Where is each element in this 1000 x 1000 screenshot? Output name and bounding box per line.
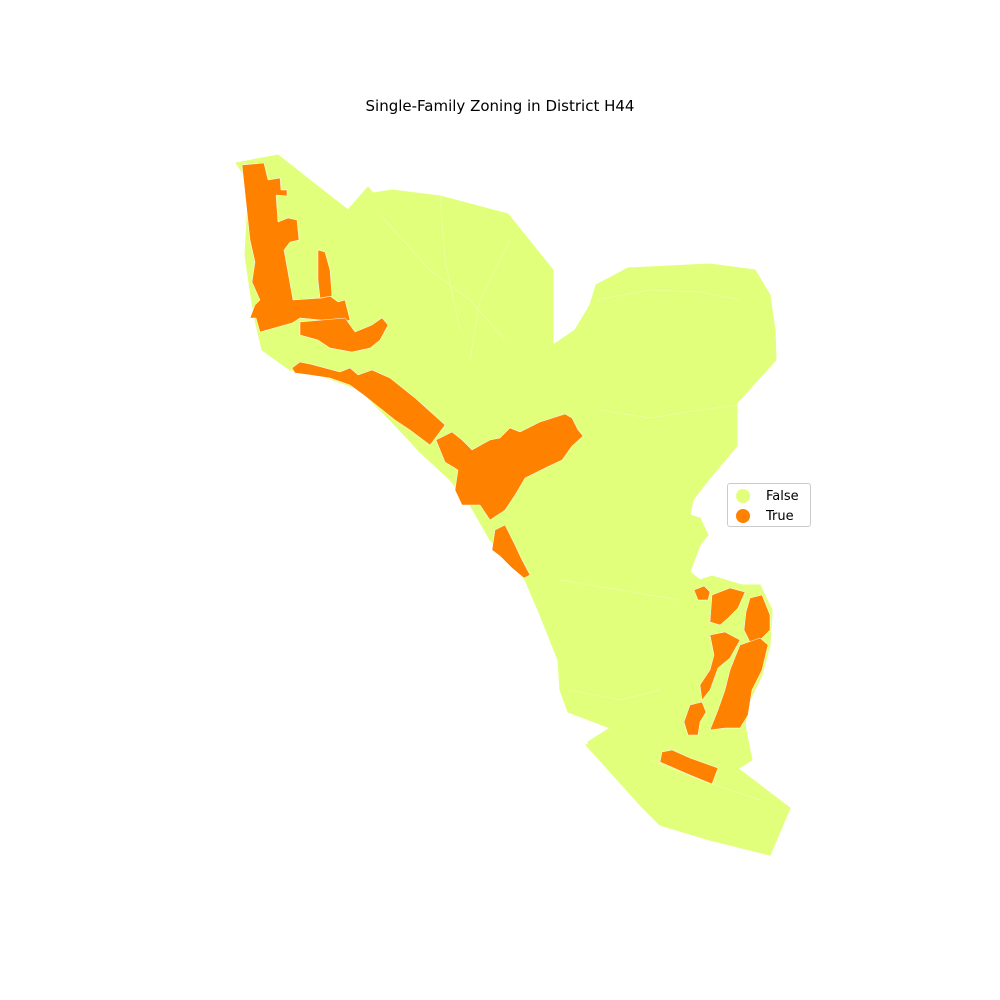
parcel-line — [595, 289, 741, 301]
sf-zone-northwest-finger — [317, 249, 333, 299]
sf-zone-east-small — [693, 585, 711, 601]
single-family-zones — [241, 162, 771, 785]
sf-zone-east-long — [709, 637, 769, 731]
sf-zone-east-middle — [699, 631, 741, 701]
parcel-line — [599, 404, 738, 419]
parcel-boundaries — [379, 195, 761, 801]
sf-zone-coastal-band — [291, 361, 446, 446]
legend-item-true: True — [736, 506, 794, 526]
sf-zone-east-upper — [709, 587, 746, 626]
legend-swatch-true — [736, 509, 750, 523]
map-legend: False True — [727, 483, 811, 527]
district-region-south — [585, 729, 791, 856]
map-title: Single-Family Zoning in District H44 — [365, 97, 635, 115]
parcel-line — [559, 579, 681, 601]
legend-item-false: False — [736, 486, 799, 506]
sf-zone-central-lobe — [435, 413, 584, 521]
sf-zone-north-hook — [299, 317, 389, 353]
parcel-line — [469, 239, 511, 361]
sf-zone-central-tail — [491, 524, 531, 579]
parcel-line — [439, 195, 461, 331]
legend-label-true: True — [766, 508, 794, 524]
legend-swatch-false — [736, 489, 750, 503]
parcel-line — [569, 689, 661, 701]
parcel-line — [649, 759, 761, 801]
sf-zone-south-strip — [659, 749, 719, 785]
legend-label-false: False — [766, 488, 799, 504]
sf-zone-east-south — [683, 701, 707, 736]
